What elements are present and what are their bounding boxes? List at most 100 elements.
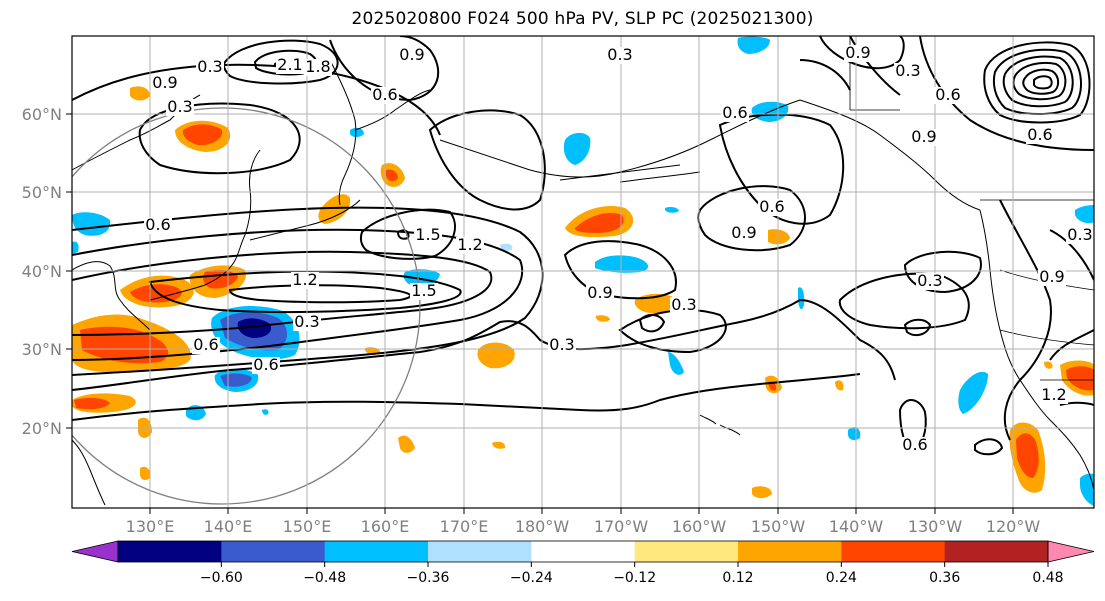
slp-contours (72, 36, 1094, 456)
lat-label: 40°N (22, 262, 62, 281)
gridlines (72, 36, 1094, 508)
contour-label: 0.3 (671, 295, 696, 314)
contour-label: 2.1 (277, 55, 302, 74)
colorbar-bin (324, 541, 429, 562)
lon-label: 140°E (204, 517, 253, 536)
longitude-labels: 130°E 140°E 150°E 160°E 170°E 180°W 170°W 160°W… (126, 517, 1041, 536)
contour-label: 0.9 (845, 43, 870, 62)
contour-label-bg (398, 47, 426, 64)
axis-ticks (66, 113, 1014, 514)
contour-label: 0.6 (1027, 125, 1052, 144)
contour-label-bg (670, 297, 698, 314)
contour-label: 0.6 (253, 355, 278, 374)
lon-label: 170°W (594, 517, 649, 536)
contour-label: 0.3 (197, 57, 222, 76)
contour-label: 0.3 (917, 271, 942, 290)
contour-label-bg (293, 314, 321, 331)
contour-label-bg (196, 59, 224, 76)
colorbar-bin (428, 541, 532, 562)
contour-label-bg (606, 47, 634, 64)
contour-label: 0.6 (145, 215, 170, 234)
contour-label-bg (144, 217, 172, 234)
colorbar-tick-label: −0.24 (510, 570, 553, 586)
colorbar-tick-label: −0.12 (613, 570, 656, 586)
radius-circle (72, 107, 421, 505)
contour-label: 0.3 (895, 61, 920, 80)
colorbar-tick-label: 0.24 (826, 570, 857, 586)
lon-label: 140°W (829, 517, 884, 536)
lon-label: 150°E (283, 517, 332, 536)
lat-label: 30°N (22, 340, 62, 359)
contour-label-bg (916, 273, 944, 290)
colorbar-tick-label: 0.48 (1032, 570, 1063, 586)
contour-label: 0.9 (911, 127, 936, 146)
contour-label-bg (721, 105, 749, 122)
colorbar-tick-label: −0.60 (200, 570, 243, 586)
contour-label: 1.2 (1041, 385, 1066, 404)
lon-label: 160°W (672, 517, 727, 536)
contour-label: 0.6 (372, 85, 397, 104)
colorbar-bin (531, 541, 636, 562)
contour-label: 0.3 (294, 312, 319, 331)
contour-label-bg (1066, 227, 1094, 244)
contour-label: 0.6 (193, 335, 218, 354)
contour-label: 0.3 (549, 335, 574, 354)
contour-label: 0.9 (1039, 267, 1064, 286)
colorbar-tick-label: 0.36 (929, 570, 960, 586)
contour-label-bg (586, 285, 614, 302)
latitude-labels: 60°N 50°N 40°N 30°N 20°N (22, 105, 62, 438)
contour-label: 1.5 (415, 225, 440, 244)
contour-label-bg (410, 283, 438, 300)
contour-label-bg (304, 59, 332, 76)
contour-label-bg (291, 272, 319, 289)
contour-label-bg (456, 237, 484, 254)
contour-label-bg (730, 225, 758, 242)
contour-label: 0.6 (902, 435, 927, 454)
contour-label: 0.3 (1067, 225, 1092, 244)
colorbar-tick-label: 0.12 (722, 570, 753, 586)
contour-label-bg (252, 357, 280, 374)
lon-label: 150°W (751, 517, 806, 536)
contour-label-bg (910, 129, 938, 146)
contour-label-bg (192, 337, 220, 354)
map-frame (71, 35, 1095, 509)
contour-label-bg (414, 227, 442, 244)
contour-label-bg (1038, 269, 1066, 286)
contour-label-bg (901, 437, 929, 454)
colorbar-bin (944, 541, 1049, 562)
contour-label-bg (548, 337, 576, 354)
contour-label-bg (758, 199, 786, 216)
contour-label: 0.3 (167, 97, 192, 116)
contour-label-bg (894, 63, 922, 80)
colorbar-bin (634, 541, 739, 562)
lon-label: 170°E (440, 517, 489, 536)
contour-label-bg (934, 87, 962, 104)
contour-label: 0.9 (731, 223, 756, 242)
colorbar-outline (117, 540, 1049, 563)
contour-labels: 0.90.30.61.21.52.1 1.80.30.60.91.21.50.90… (144, 43, 1094, 454)
figure-title: 2025020800 F024 500 hPa PV, SLP PC (2025… (351, 9, 814, 29)
lon-label: 180°W (515, 517, 570, 536)
colorbar-bin (841, 541, 946, 562)
lon-label: 130°W (908, 517, 963, 536)
colorbar-tick-label: −0.48 (303, 570, 346, 586)
colorbar-bin (738, 541, 842, 562)
lat-label: 50°N (22, 183, 62, 202)
colorbar-bin (221, 541, 326, 562)
lon-label: 130°E (126, 517, 175, 536)
lon-label: 120°W (986, 517, 1041, 536)
colorbar-bin (118, 541, 222, 562)
contour-label: 0.9 (399, 45, 424, 64)
contour-label: 0.6 (722, 103, 747, 122)
contour-label-bg (166, 99, 194, 116)
contour-label: 1.2 (292, 270, 317, 289)
contour-label: 1.2 (457, 235, 482, 254)
colorbar: −0.60 −0.48 −0.36 −0.24 −0.12 0.12 0.24 0.36 0.4… (71, 540, 1095, 586)
contour-label: 1.8 (305, 57, 330, 76)
contour-label-bg (1026, 127, 1054, 144)
contour-label-bg (151, 75, 179, 92)
colorbar-extend-high (1047, 540, 1095, 563)
contour-label-bg (371, 87, 399, 104)
contour-label-bg (1040, 387, 1068, 404)
